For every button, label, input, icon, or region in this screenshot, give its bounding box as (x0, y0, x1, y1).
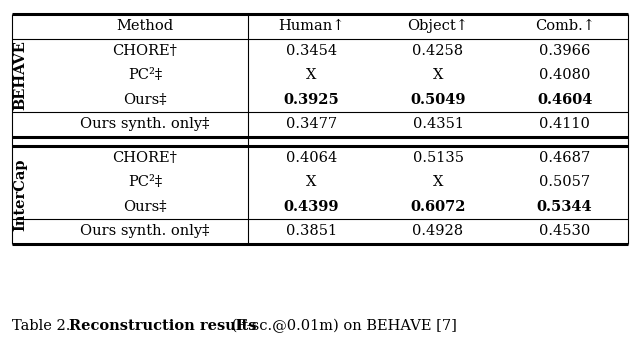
Text: 0.3851: 0.3851 (286, 224, 337, 238)
Text: 0.5135: 0.5135 (413, 151, 463, 165)
Text: (F-sc.@0.01m) on BEHAVE [7]: (F-sc.@0.01m) on BEHAVE [7] (227, 319, 457, 333)
Text: X: X (433, 175, 443, 189)
Text: 0.4064: 0.4064 (285, 151, 337, 165)
Text: X: X (433, 68, 443, 82)
Text: 0.4399: 0.4399 (284, 200, 339, 214)
Text: 0.4604: 0.4604 (537, 93, 593, 107)
Text: 0.4110: 0.4110 (540, 117, 590, 131)
Text: 0.6072: 0.6072 (410, 200, 466, 214)
Text: Table 2.: Table 2. (12, 319, 75, 333)
Text: 0.3477: 0.3477 (286, 117, 337, 131)
Text: CHORE†: CHORE† (113, 151, 177, 165)
Text: Ours‡: Ours‡ (124, 93, 167, 107)
Text: Ours‡: Ours‡ (124, 200, 167, 214)
Text: Reconstruction results: Reconstruction results (69, 319, 257, 333)
Text: Comb.↑: Comb.↑ (534, 19, 595, 33)
Text: Method: Method (116, 19, 173, 33)
Text: X: X (306, 175, 317, 189)
Text: 0.4928: 0.4928 (412, 224, 463, 238)
Text: 0.3925: 0.3925 (284, 93, 339, 107)
Text: Ours synth. only‡: Ours synth. only‡ (80, 117, 210, 131)
Text: PC²‡: PC²‡ (128, 68, 162, 82)
Text: BEHAVE: BEHAVE (13, 40, 27, 110)
Text: 0.4080: 0.4080 (539, 68, 590, 82)
Text: InterCap: InterCap (13, 158, 27, 231)
Text: 0.5344: 0.5344 (537, 200, 593, 214)
Text: X: X (306, 68, 317, 82)
Text: 0.3454: 0.3454 (286, 44, 337, 58)
Text: Object↑: Object↑ (408, 19, 468, 33)
Text: 0.5057: 0.5057 (539, 175, 590, 189)
Text: 0.4258: 0.4258 (412, 44, 463, 58)
Text: PC²‡: PC²‡ (128, 175, 162, 189)
Text: 0.4530: 0.4530 (539, 224, 590, 238)
Text: 0.5049: 0.5049 (410, 93, 466, 107)
Text: 0.4351: 0.4351 (413, 117, 463, 131)
Text: CHORE†: CHORE† (113, 44, 177, 58)
Text: 0.4687: 0.4687 (539, 151, 590, 165)
Text: Human↑: Human↑ (278, 19, 344, 33)
Text: 0.3966: 0.3966 (539, 44, 590, 58)
Text: Ours synth. only‡: Ours synth. only‡ (80, 224, 210, 238)
